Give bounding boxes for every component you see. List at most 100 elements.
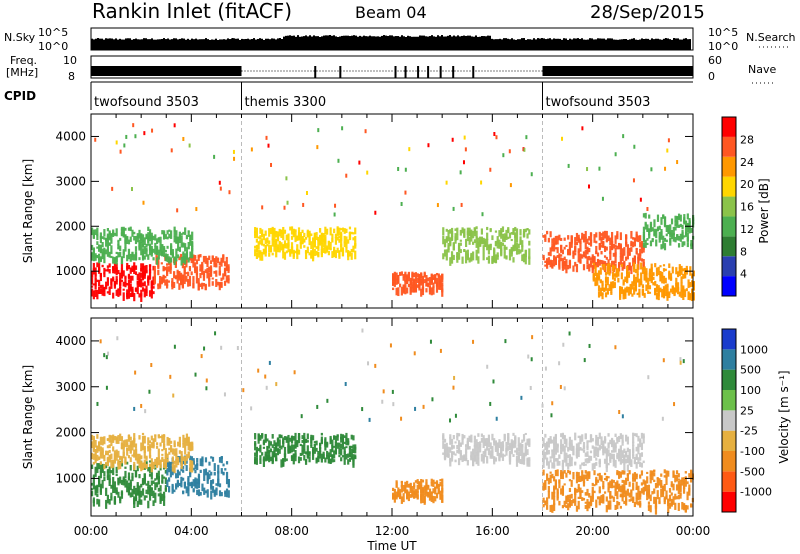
scatter-cell (452, 385, 455, 390)
data-cell (99, 272, 102, 276)
data-cell (496, 442, 499, 448)
data-cell (150, 487, 153, 491)
scatter-cell (568, 331, 571, 336)
data-cell (599, 280, 602, 284)
data-cell (635, 473, 638, 478)
data-cell (400, 286, 403, 296)
data-cell (283, 252, 287, 260)
scatter-cell (673, 402, 676, 407)
data-cell (129, 286, 132, 290)
data-cell (188, 268, 192, 272)
data-cell (646, 497, 649, 501)
data-cell (261, 233, 264, 236)
data-cell (598, 501, 601, 506)
data-cell (593, 484, 596, 487)
data-cell (255, 244, 258, 252)
data-cell (169, 266, 172, 274)
data-cell (639, 490, 642, 496)
data-cell (547, 438, 550, 448)
data-cell (615, 274, 618, 278)
data-cell (188, 275, 192, 283)
data-cell (283, 454, 287, 458)
data-cell (619, 494, 622, 498)
data-cell (340, 437, 343, 440)
data-cell (152, 286, 155, 289)
data-cell (98, 267, 101, 273)
scatter-cell (397, 166, 400, 171)
data-cell (103, 441, 106, 445)
data-cell (283, 243, 287, 249)
data-cell (606, 266, 609, 271)
data-cell (134, 443, 138, 449)
data-cell (275, 453, 278, 462)
data-cell (275, 250, 278, 258)
data-cell (204, 284, 207, 291)
data-cell (597, 270, 601, 279)
data-cell (110, 496, 113, 501)
data-cell (653, 472, 656, 477)
data-cell (447, 236, 450, 242)
nsky-bar (491, 38, 493, 50)
data-cell (343, 235, 346, 244)
data-cell (589, 240, 593, 247)
data-cell (341, 455, 345, 458)
nsky-bar (343, 35, 345, 50)
data-cell (181, 259, 185, 269)
data-cell (662, 235, 665, 240)
data-cell (678, 267, 681, 272)
data-cell (677, 473, 680, 478)
data-cell (122, 226, 125, 232)
scatter-cell (218, 180, 221, 185)
scatter-cell (480, 180, 483, 185)
data-cell (106, 494, 110, 504)
data-cell (598, 444, 601, 451)
data-cell (120, 228, 124, 235)
data-cell (296, 235, 299, 241)
data-cell (493, 440, 496, 446)
colorbar-tick-label: 4 (740, 268, 747, 281)
data-cell (185, 249, 189, 258)
data-cell (162, 441, 166, 450)
data-cell (124, 247, 127, 252)
data-cell (542, 504, 545, 508)
nsky-spike (441, 38, 444, 50)
scatter-cell (194, 372, 197, 377)
data-cell (501, 242, 505, 246)
scatter-cell (170, 148, 173, 153)
data-cell (482, 239, 485, 244)
data-cell (190, 481, 194, 486)
data-cell (395, 279, 398, 285)
data-cell (304, 438, 308, 444)
scatter-cell (265, 385, 268, 390)
data-cell (654, 287, 657, 296)
data-cell (632, 436, 635, 444)
data-cell (524, 446, 527, 454)
data-cell (120, 479, 124, 485)
data-cell (645, 284, 648, 291)
nsky-bar (585, 39, 587, 50)
data-cell (544, 264, 547, 267)
data-cell (141, 432, 145, 436)
data-cell (639, 461, 642, 467)
data-cell (450, 251, 454, 260)
data-cell (124, 466, 127, 469)
data-cell (340, 243, 343, 252)
data-cell (661, 486, 665, 495)
data-cell (664, 277, 667, 284)
data-cell (227, 490, 230, 498)
data-cell (581, 470, 584, 473)
data-cell (660, 473, 663, 477)
data-cell (500, 248, 503, 257)
data-cell (225, 275, 228, 283)
data-cell (528, 438, 531, 445)
data-cell (625, 236, 628, 245)
data-cell (94, 229, 97, 235)
nsky-bar (499, 38, 501, 50)
data-cell (108, 498, 111, 505)
data-cell (259, 252, 262, 261)
data-cell (665, 239, 668, 243)
data-cell (679, 483, 682, 493)
data-cell (217, 471, 220, 480)
data-cell (304, 236, 308, 240)
data-cell (441, 494, 444, 503)
